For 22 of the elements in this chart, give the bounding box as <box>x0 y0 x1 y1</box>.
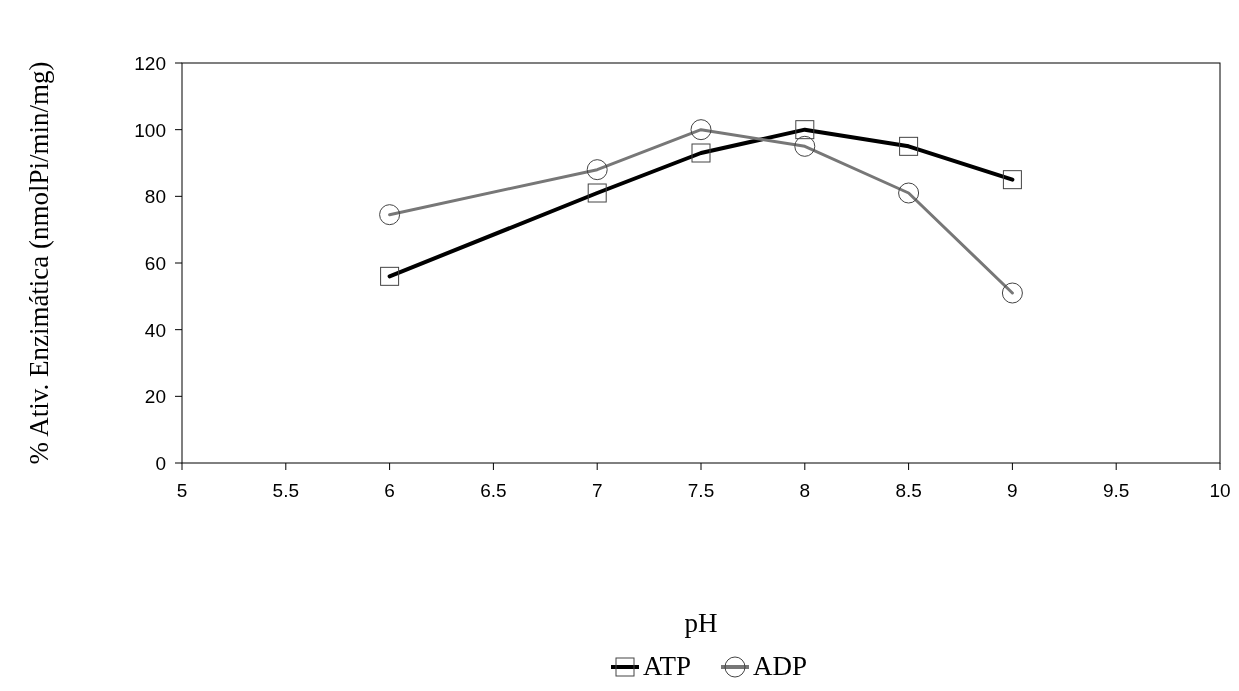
x-tick-label: 6.5 <box>480 480 507 501</box>
x-tick-label: 10 <box>1209 480 1231 501</box>
x-tick-label: 9.5 <box>1102 480 1130 501</box>
y-axis-title: % Ativ. Enzimática (nmolPi/min/mg) <box>24 61 54 465</box>
y-tick-label: 120 <box>134 53 166 74</box>
x-tick-label: 7.5 <box>687 480 715 501</box>
x-tick-label: 8 <box>799 480 811 501</box>
y-tick-label: 60 <box>144 253 166 274</box>
y-tick-label: 100 <box>134 119 166 141</box>
y-tick-label: 40 <box>144 319 166 341</box>
x-tick-label: 8.5 <box>895 480 922 501</box>
legend-label: ATP <box>643 651 692 681</box>
y-tick-label: 20 <box>144 386 166 408</box>
y-tick-label: 0 <box>155 453 166 474</box>
x-tick-label: 9 <box>1007 480 1018 501</box>
legend-label: ADP <box>753 651 808 681</box>
x-tick-label: 6 <box>384 480 395 501</box>
x-tick-label: 7 <box>591 480 603 501</box>
x-tick-label: 5 <box>176 480 188 501</box>
x-axis-title: pH <box>684 608 718 638</box>
x-tick-label: 5.5 <box>272 480 300 501</box>
y-tick-label: 80 <box>144 186 166 208</box>
